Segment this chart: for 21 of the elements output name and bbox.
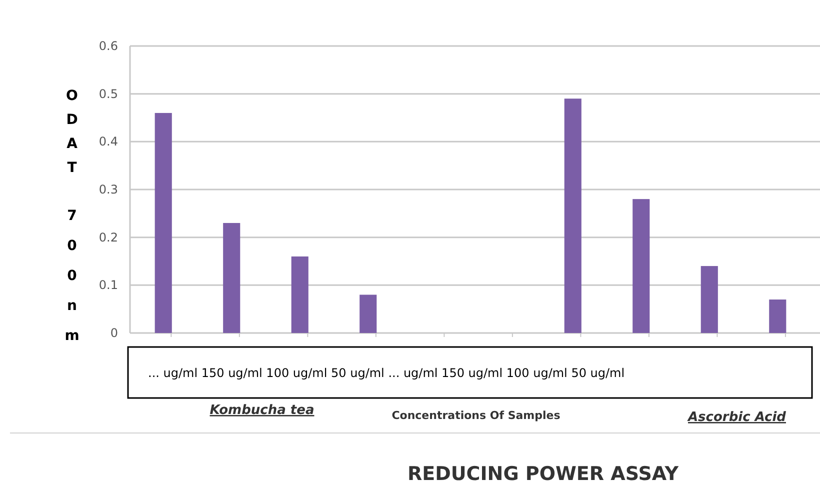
text: REDUCING POWER ASSAY [407, 463, 679, 485]
bar [564, 98, 582, 333]
text: Kombucha tea [210, 403, 314, 418]
bar [360, 294, 377, 333]
bar [700, 266, 718, 333]
text: Concentrations Of Samples [392, 409, 561, 422]
bar [223, 222, 240, 333]
bar [154, 112, 172, 333]
text: ... ug/ml 150 ug/ml 100 ug/ml 50 ug/ml ... ug/ml 150 ug/ml 100 ug/ml 50 ug/ml [148, 366, 625, 380]
y-tick-label: 0.2 [98, 230, 118, 244]
y-tick-label: 0.4 [98, 134, 118, 149]
y-tick-label: 0.1 [98, 278, 118, 292]
y-tick-label: 0 [110, 326, 118, 340]
bar [291, 256, 308, 333]
bar [632, 199, 650, 333]
text: ODAT700nm [64, 88, 80, 344]
y-tick-label: 0.5 [98, 86, 118, 101]
y-tick-label: 0.6 [98, 39, 118, 53]
y-tick-label: 0.3 [98, 182, 118, 196]
text: Ascorbic Acid [687, 410, 787, 425]
bar [769, 300, 786, 333]
